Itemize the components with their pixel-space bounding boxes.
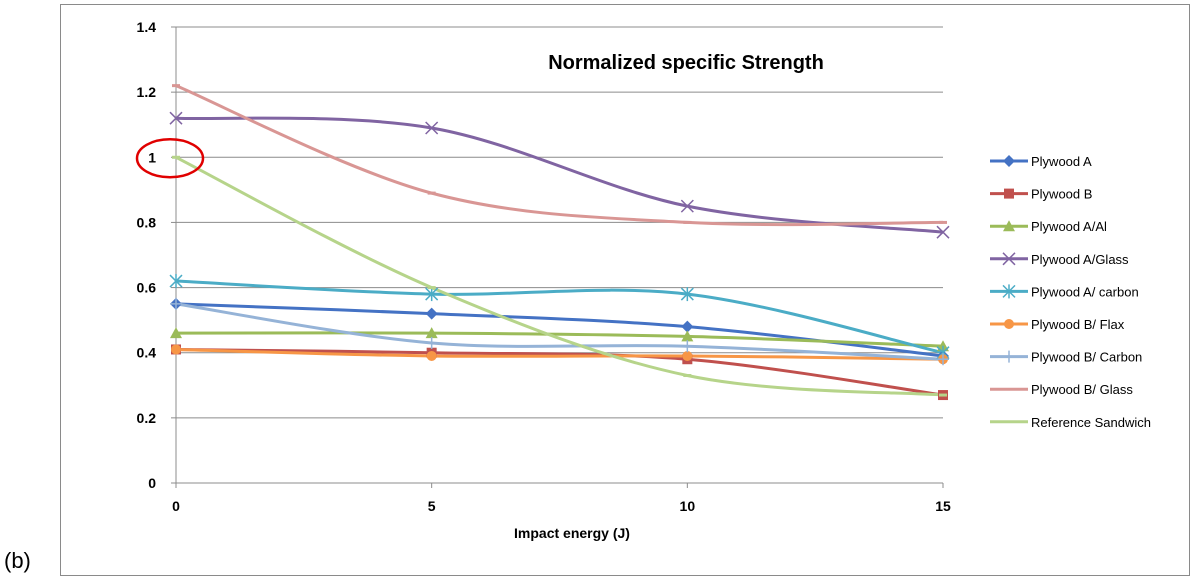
x-tick-label: 15: [935, 498, 951, 514]
axes: 0 0.2 0.4 0.6 0.8 1 1.2 1.4 0 5 10 15: [137, 19, 951, 514]
legend-label: Plywood B: [1031, 187, 1092, 202]
y-tick-label: 0.8: [137, 214, 157, 230]
data-point-plywood-b-flax: [682, 350, 693, 361]
legend-item-plywood-b-glass: Plywood B/ Glass: [990, 382, 1133, 397]
data-point-plywood-a-al: [425, 327, 438, 339]
data-point-plywood-b-glass: [427, 191, 436, 195]
marker-stroke: [680, 199, 694, 213]
series-markers: [169, 84, 950, 401]
series-line-plywood-a-carbon: [175, 279, 944, 355]
data-point-plywood-b-glass: [172, 84, 180, 88]
y-tick-label: 0.4: [137, 345, 157, 361]
y-tick-label: 0: [148, 475, 156, 491]
data-point-reference-sandwich: [172, 155, 180, 159]
chart-frame: [60, 4, 1190, 576]
y-tick-label: 0.2: [137, 410, 157, 426]
data-point-plywood-b-carbon: [937, 353, 949, 366]
data-point-plywood-a-al: [681, 330, 694, 342]
legend-marker: [1003, 350, 1015, 363]
legend-item-plywood-b-flax: Plywood B/ Flax: [990, 317, 1125, 332]
legend-label: Reference Sandwich: [1031, 415, 1151, 430]
x-tick-label: 0: [172, 498, 180, 514]
series-line-plywood-b-flax: [175, 347, 944, 361]
legend: Plywood A Plywood B Plywood A/Al Plywood A/…: [990, 154, 1151, 430]
series-lines: [175, 84, 944, 397]
legend-item-plywood-b: Plywood B: [990, 187, 1092, 202]
data-point-plywood-a-glass: [936, 225, 950, 239]
x-axis-title: Impact energy (J): [514, 525, 630, 541]
data-point-plywood-b-flax: [171, 344, 181, 355]
legend-label: Plywood A/ carbon: [1031, 284, 1139, 299]
series-line-plywood-b-carbon: [175, 302, 944, 361]
data-point-plywood-a-carbon: [680, 287, 694, 302]
legend-label: Plywood A/Al: [1031, 219, 1107, 234]
legend-marker: [1002, 284, 1016, 299]
marker-stroke: [169, 111, 183, 125]
legend-item-plywood-a-glass: Plywood A/Glass: [990, 252, 1129, 267]
legend-marker: [1004, 319, 1014, 329]
legend-marker: [1004, 188, 1014, 199]
data-point-plywood-b-glass: [939, 220, 947, 224]
y-tick-label: 1.2: [137, 84, 157, 100]
series-line-plywood-b: [175, 347, 944, 397]
marker-stroke: [425, 121, 439, 135]
series-line-plywood-b-glass: [175, 84, 944, 227]
legend-marker: [1002, 252, 1016, 266]
data-point-plywood-a-glass: [169, 111, 183, 125]
highlight-ellipse-shape: [135, 138, 205, 179]
legend-marker: [1003, 220, 1015, 232]
data-point-plywood-a: [681, 320, 694, 333]
legend-item-reference-sandwich: Reference Sandwich: [990, 415, 1151, 430]
marker-stroke: [1002, 252, 1016, 266]
legend-label: Plywood B/ Flax: [1031, 317, 1125, 332]
y-tick-label: 1.4: [137, 19, 157, 35]
data-point-plywood-a-carbon: [425, 287, 439, 302]
panel-label: (b): [4, 548, 31, 573]
legend-item-plywood-b-carbon: Plywood B/ Carbon: [990, 350, 1142, 365]
legend-label: Plywood A/Glass: [1031, 252, 1129, 267]
series-line-reference-sandwich: [175, 155, 944, 397]
data-point-plywood-a-glass: [425, 121, 439, 135]
data-point-plywood-b-flax: [426, 350, 437, 361]
series-line-plywood-a: [175, 302, 944, 358]
data-point-plywood-b-glass: [683, 220, 692, 224]
data-point-plywood-b-carbon: [170, 297, 182, 310]
legend-label: Plywood A: [1031, 154, 1092, 169]
data-point-plywood-a-carbon: [169, 274, 183, 289]
chart-title: Normalized specific Strength: [548, 52, 824, 74]
highlight-ellipse: [135, 138, 205, 179]
legend-label: Plywood B/ Carbon: [1031, 350, 1142, 365]
legend-item-plywood-a-carbon: Plywood A/ carbon: [990, 284, 1139, 299]
data-point-reference-sandwich: [939, 393, 947, 397]
data-point-plywood-a: [425, 307, 438, 320]
legend-item-plywood-a-al: Plywood A/Al: [990, 219, 1107, 234]
data-point-plywood-b-carbon: [425, 336, 438, 349]
data-point-reference-sandwich: [683, 374, 692, 378]
data-point-reference-sandwich: [427, 286, 436, 290]
data-point-plywood-a-glass: [680, 199, 694, 213]
marker-stroke: [936, 225, 950, 239]
data-point-plywood-b-carbon: [681, 340, 694, 353]
legend-label: Plywood B/ Glass: [1031, 382, 1133, 397]
y-tick-label: 0.6: [137, 280, 157, 296]
series-line-plywood-a-al: [175, 331, 944, 348]
y-tick-label: 1: [148, 149, 156, 165]
x-tick-label: 5: [428, 498, 436, 514]
legend-marker: [1003, 155, 1015, 167]
data-point-plywood-a-al: [170, 327, 182, 339]
legend-item-plywood-a: Plywood A: [990, 154, 1092, 169]
x-tick-label: 10: [680, 498, 696, 514]
data-point-plywood-a-al: [937, 340, 949, 352]
